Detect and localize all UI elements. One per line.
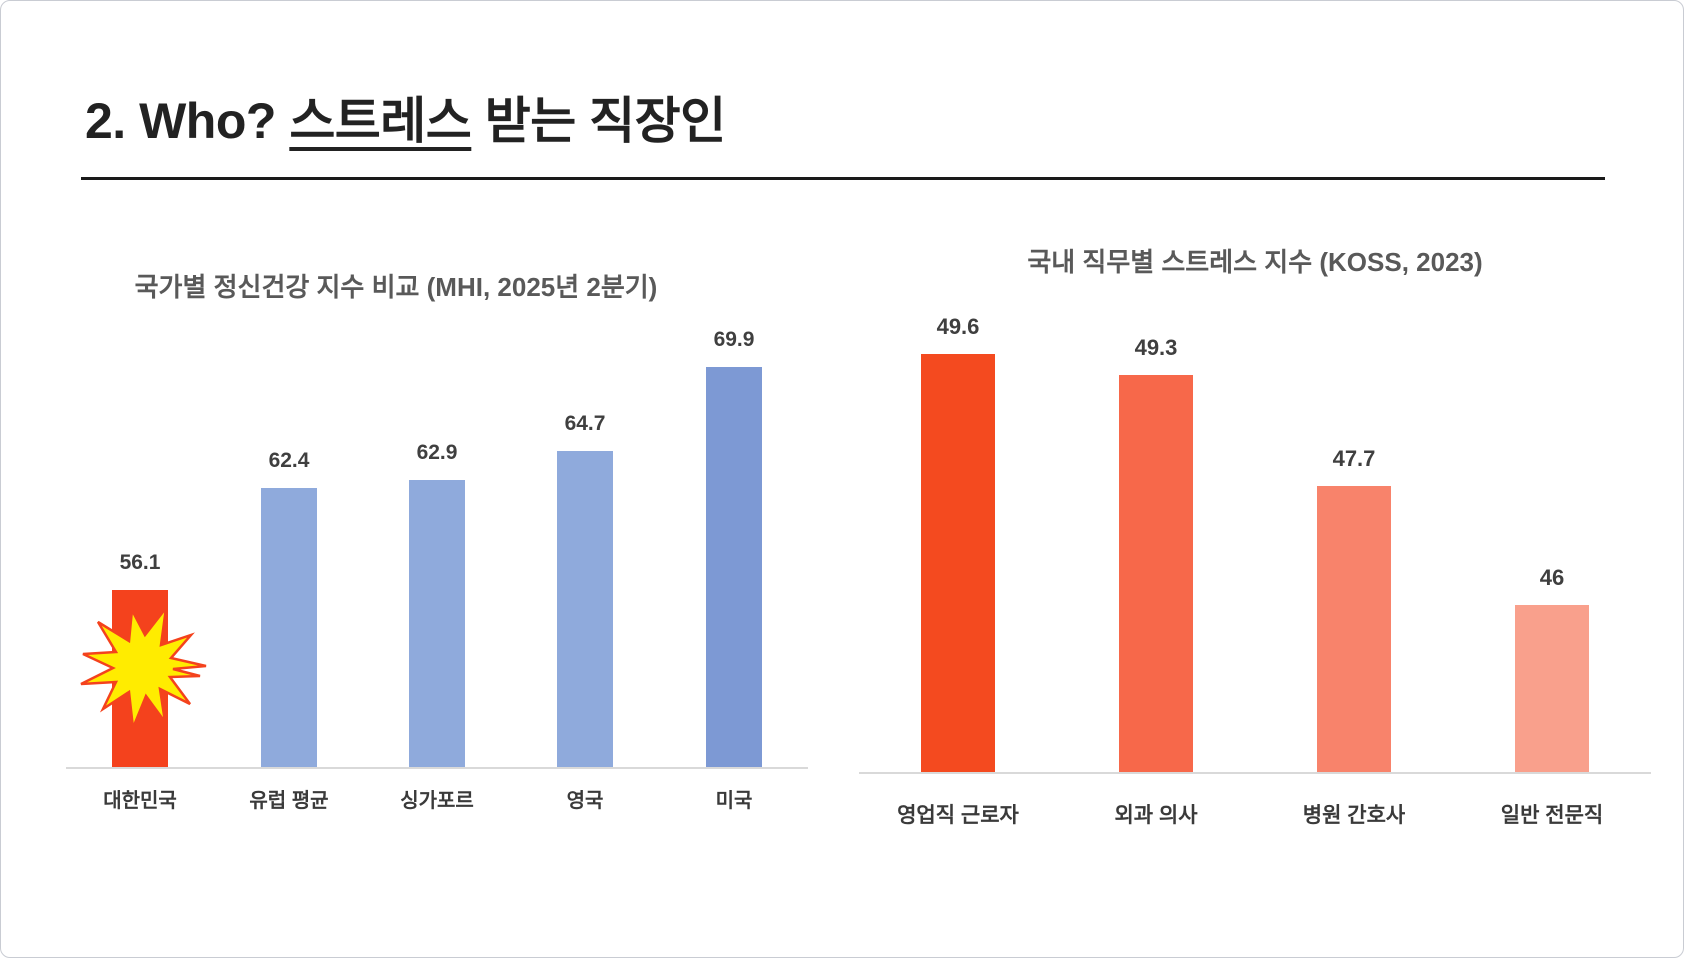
bar-category-label: 일반 전문직 (1500, 804, 1604, 827)
bar-value-label: 62.9 (416, 441, 458, 464)
bar (921, 354, 995, 772)
page-title: 2. Who? 스트레스 받는 직장인 (85, 81, 726, 153)
page-title-prefix: 2. Who? (85, 93, 290, 149)
bar (1119, 375, 1193, 772)
bar-category-label: 병원 간호사 (1302, 804, 1406, 827)
bar-category-label: 영국 (566, 790, 604, 812)
bar-value-label: 64.7 (564, 412, 606, 435)
bar-category-label: 싱가포르 (400, 790, 474, 812)
bar-value-label: 47.7 (1332, 446, 1376, 471)
page-title-underlined: 스트레스 (289, 93, 472, 149)
bar (261, 488, 317, 767)
bar-value-label: 49.3 (1134, 335, 1178, 360)
bar-value-label: 69.9 (713, 328, 755, 351)
bar-category-label: 영업직 근로자 (897, 804, 1019, 827)
bar-value-label: 62.4 (268, 449, 310, 472)
bar-value-label: 56.1 (119, 551, 161, 574)
bar-category-label: 외과 의사 (1114, 804, 1198, 827)
starburst-icon (80, 603, 207, 729)
left-chart-title: 국가별 정신건강 지수 비교 (MHI, 2025년 2분기) (134, 272, 658, 302)
right-chart-title: 국내 직무별 스트레스 지수 (KOSS, 2023) (1027, 247, 1483, 277)
bar-category-label: 미국 (715, 790, 753, 812)
bar (1515, 605, 1589, 772)
page-title-suffix: 받는 직장인 (471, 93, 726, 149)
bar-value-label: 49.6 (936, 314, 980, 339)
title-rule (81, 177, 1605, 180)
bar-category-label: 유럽 평균 (249, 790, 329, 812)
bar-value-label: 46 (1539, 565, 1565, 590)
bar-category-label: 대한민국 (103, 790, 177, 812)
bar (1317, 486, 1391, 772)
bar (557, 451, 613, 767)
bar (409, 480, 465, 767)
axis-line (859, 772, 1651, 774)
bar (706, 367, 762, 767)
axis-line (66, 767, 808, 769)
